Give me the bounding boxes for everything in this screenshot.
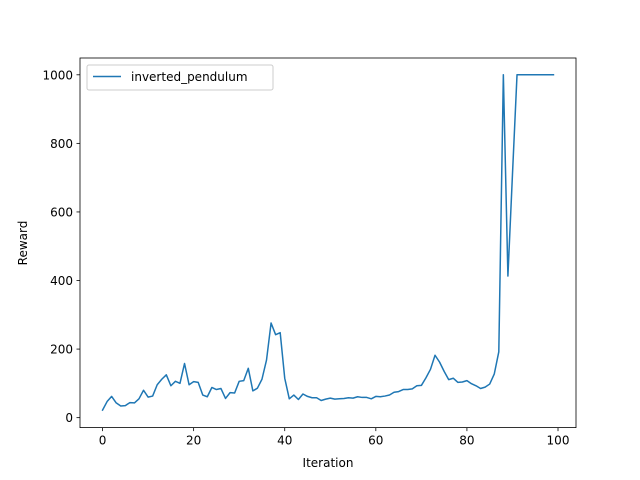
axes-frame	[79, 57, 577, 429]
series-line-inverted-pendulum	[101, 74, 555, 412]
x-tick-label: 60	[368, 434, 383, 448]
y-axis-label: Reward	[16, 221, 30, 266]
y-tick-label: 400	[50, 274, 73, 288]
x-axis-label: Iteration	[303, 456, 354, 470]
y-tick-label: 600	[50, 205, 73, 219]
legend: inverted_pendulum	[86, 64, 274, 91]
legend-label-inverted-pendulum: inverted_pendulum	[131, 70, 248, 84]
y-tick-label: 0	[65, 411, 73, 425]
x-tick-label: 20	[186, 434, 201, 448]
x-tick-label: 40	[277, 434, 292, 448]
plot-area	[101, 74, 555, 412]
y-tick-label: 200	[50, 343, 73, 357]
x-tick-label: 80	[459, 434, 474, 448]
x-tick-label: 100	[547, 434, 570, 448]
y-tick-label: 800	[50, 137, 73, 151]
y-tick-label: 1000	[42, 68, 73, 82]
legend-box	[86, 64, 274, 91]
x-tick-label: 0	[99, 434, 107, 448]
